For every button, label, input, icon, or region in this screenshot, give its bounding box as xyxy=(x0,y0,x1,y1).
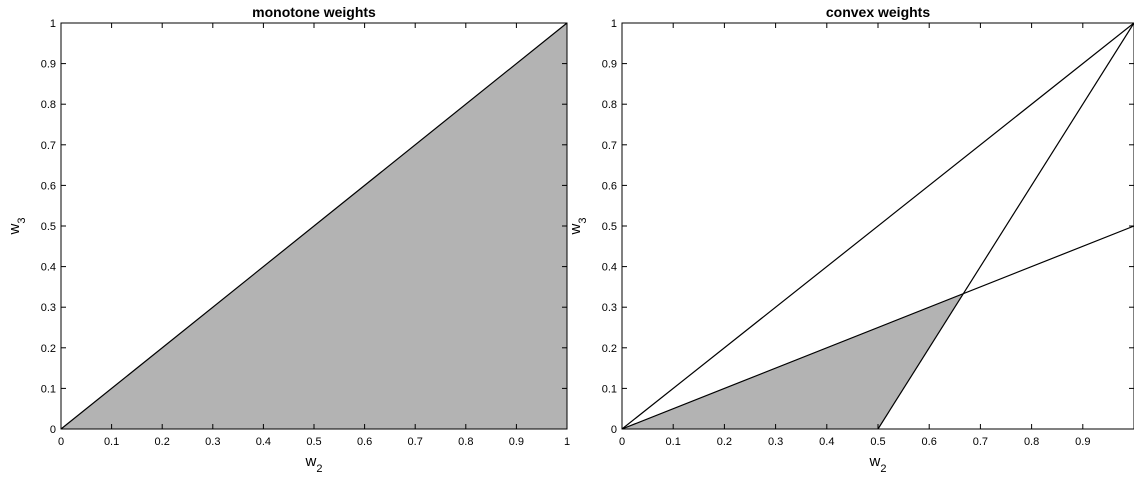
x-tick-label: 0 xyxy=(58,436,64,448)
x-tick-label: 0 xyxy=(619,436,625,448)
x-tick-label: 0.6 xyxy=(357,436,372,448)
x-tick-label: 0.9 xyxy=(509,436,524,448)
x-tick-label: 1 xyxy=(564,436,570,448)
x-tick-label: 0.2 xyxy=(155,436,170,448)
chart-title: convex weights xyxy=(826,4,930,20)
y-tick-label: 0.4 xyxy=(602,262,617,274)
x-tick-label: 0.3 xyxy=(768,436,783,448)
x-axis-label-subscript: 2 xyxy=(316,463,322,475)
y-tick-label: 0.8 xyxy=(602,99,617,111)
y-tick-label: 1 xyxy=(611,18,617,30)
chart-title: monotone weights xyxy=(252,4,376,20)
x-tick-label: 0.1 xyxy=(104,436,119,448)
y-tick-label: 0 xyxy=(50,424,56,436)
boundary-line-1 xyxy=(621,22,1134,430)
y-tick-label: 0 xyxy=(611,424,617,436)
x-axis-label-subscript: 2 xyxy=(880,463,886,475)
y-tick-label: 0.8 xyxy=(41,99,56,111)
x-tick-label: 0.5 xyxy=(306,436,321,448)
y-tick-label: 0.3 xyxy=(602,302,617,314)
y-tick-label: 0.6 xyxy=(602,180,617,192)
y-tick-label: 0.7 xyxy=(41,140,56,152)
x-tick-label: 0.4 xyxy=(256,436,271,448)
x-tick-label: 0.7 xyxy=(408,436,423,448)
y-tick-label: 0.7 xyxy=(602,140,617,152)
x-tick-label: 0.9 xyxy=(1075,436,1090,448)
x-axis-label: w2 xyxy=(869,453,887,475)
x-tick-label: 0.4 xyxy=(819,436,834,448)
y-tick-label: 0.5 xyxy=(602,221,617,233)
x-axis-label: w2 xyxy=(305,453,323,475)
y-tick-label: 0.9 xyxy=(41,59,56,71)
y-tick-label: 0.2 xyxy=(602,343,617,355)
x-tick-label: 0.8 xyxy=(458,436,473,448)
y-tick-label: 0.5 xyxy=(41,221,56,233)
boundary-line-3 xyxy=(877,22,1134,430)
y-tick-label: 0.9 xyxy=(602,59,617,71)
y-tick-label: 0.1 xyxy=(41,383,56,395)
y-tick-label: 0.6 xyxy=(41,180,56,192)
x-tick-label: 0.6 xyxy=(922,436,937,448)
y-tick-label: 0.2 xyxy=(41,343,56,355)
chart-panel-2: 0 0.1 0.2 0.3 0.4 0.5 0.6 0.7 0.8 0.9 0 0.1 0.2 0.3 0.… xyxy=(567,4,1134,475)
x-tick-label: 0.3 xyxy=(205,436,220,448)
boundary-line-2 xyxy=(621,225,1134,430)
y-tick-label: 0.4 xyxy=(41,262,56,274)
x-tick-label: 0.5 xyxy=(870,436,885,448)
x-tick-label: 0.1 xyxy=(666,436,681,448)
y-tick-label: 0.3 xyxy=(41,302,56,314)
x-tick-label: 0.8 xyxy=(1024,436,1039,448)
y-axis-label-subscript: 3 xyxy=(16,218,28,224)
y-tick-label: 0.1 xyxy=(602,383,617,395)
chart-panel-1: 0 0.1 0.2 0.3 0.4 0.5 0.6 0.7 0.8 0.9 1 0 0.1 0.2 0.3 0… xyxy=(6,4,570,475)
y-axis-label-subscript: 3 xyxy=(577,218,589,224)
x-tick-label: 0.7 xyxy=(973,436,988,448)
x-tick-label: 0.2 xyxy=(717,436,732,448)
boundary-line-1 xyxy=(60,22,568,430)
y-tick-label: 1 xyxy=(50,18,56,30)
y-axis-label: w3 xyxy=(567,218,589,236)
y-axis-label: w3 xyxy=(6,218,28,236)
